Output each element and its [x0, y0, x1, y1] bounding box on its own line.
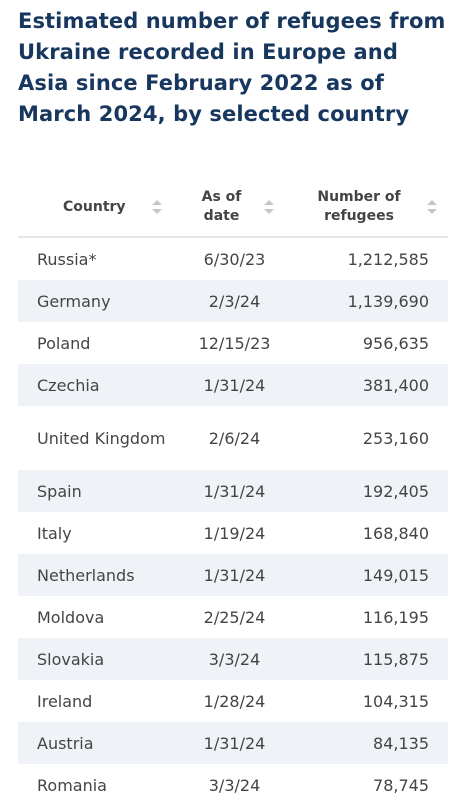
column-header-country[interactable]: Country — [18, 178, 168, 238]
table-row: Poland 12/15/23 956,635 — [18, 322, 448, 364]
country-cell: Germany — [18, 280, 168, 322]
date-cell: 6/30/23 — [203, 249, 266, 269]
header-row: Country As of date Number of refugees — [18, 178, 448, 238]
date-cell: 1/31/24 — [168, 364, 283, 406]
column-header-refugees-label: Number of refugees — [317, 189, 401, 224]
sort-icon[interactable] — [263, 200, 274, 214]
refugees-cell: 116,195 — [362, 607, 429, 627]
country-cell: Netherlands — [18, 554, 168, 596]
table-header: Country As of date Number of refugees — [18, 178, 448, 238]
refugees-cell: 149,015 — [283, 554, 448, 596]
country-cell: Italy — [37, 523, 72, 543]
date-cell: 1/19/24 — [203, 523, 266, 543]
country-cell: Ireland — [37, 691, 93, 711]
country-cell: Romania — [37, 775, 107, 795]
column-header-date-label: As of date — [201, 189, 242, 224]
refugee-table-container: Country As of date Number of refugees — [18, 178, 448, 806]
column-header-country-label: Country — [63, 198, 126, 215]
refugees-cell: 78,745 — [373, 775, 429, 795]
column-header-date[interactable]: As of date — [168, 178, 283, 238]
date-cell: 2/25/24 — [203, 607, 266, 627]
country-cell: Spain — [18, 470, 168, 512]
country-cell: Austria — [18, 722, 168, 764]
country-cell: Poland — [37, 333, 91, 353]
table-row: Italy 1/19/24 168,840 — [18, 512, 448, 554]
table-row: Romania 3/3/24 78,745 — [18, 764, 448, 806]
column-header-refugees[interactable]: Number of refugees — [283, 178, 448, 238]
refugees-cell: 253,160 — [362, 428, 429, 448]
sort-icon[interactable] — [151, 200, 162, 214]
date-cell: 3/3/24 — [168, 638, 283, 680]
table-row: Germany 2/3/24 1,139,690 — [18, 280, 448, 322]
refugees-cell: 1,212,585 — [347, 249, 429, 269]
refugees-cell: 381,400 — [283, 364, 448, 406]
date-cell: 2/6/24 — [208, 428, 261, 448]
country-cell: Slovakia — [18, 638, 168, 680]
country-cell: Russia* — [37, 249, 97, 269]
table-row: United Kingdom 2/6/24 253,160 — [18, 406, 448, 470]
sort-icon[interactable] — [427, 200, 437, 214]
refugees-cell: 956,635 — [362, 333, 429, 353]
date-cell: 1/28/24 — [203, 691, 266, 711]
refugees-cell: 1,139,690 — [283, 280, 448, 322]
refugees-cell: 84,135 — [283, 722, 448, 764]
country-cell: Czechia — [18, 364, 168, 406]
table-row: Moldova 2/25/24 116,195 — [18, 596, 448, 638]
date-cell: 12/15/23 — [198, 333, 271, 353]
country-cell: Moldova — [37, 607, 105, 627]
date-cell: 2/3/24 — [168, 280, 283, 322]
refugees-cell: 115,875 — [283, 638, 448, 680]
table-row: Russia* 6/30/23 1,212,585 — [18, 237, 448, 280]
table-row: Netherlands 1/31/24 149,015 — [18, 554, 448, 596]
refugees-cell: 104,315 — [362, 691, 429, 711]
date-cell: 1/31/24 — [168, 470, 283, 512]
date-cell: 1/31/24 — [168, 554, 283, 596]
refugee-table: Country As of date Number of refugees — [18, 178, 448, 806]
chart-title: Estimated number of refugees from Ukrain… — [18, 9, 446, 126]
table-body: Russia* 6/30/23 1,212,585 Germany 2/3/24 1,13… — [18, 237, 448, 806]
refugees-cell: 192,405 — [283, 470, 448, 512]
table-row: Austria 1/31/24 84,135 — [18, 722, 448, 764]
date-cell: 1/31/24 — [168, 722, 283, 764]
table-row: Slovakia 3/3/24 115,875 — [18, 638, 448, 680]
date-cell: 3/3/24 — [208, 775, 261, 795]
refugees-cell: 168,840 — [362, 523, 429, 543]
table-row: Ireland 1/28/24 104,315 — [18, 680, 448, 722]
table-row: Czechia 1/31/24 381,400 — [18, 364, 448, 406]
table-row: Spain 1/31/24 192,405 — [18, 470, 448, 512]
country-cell: United Kingdom — [37, 428, 166, 448]
